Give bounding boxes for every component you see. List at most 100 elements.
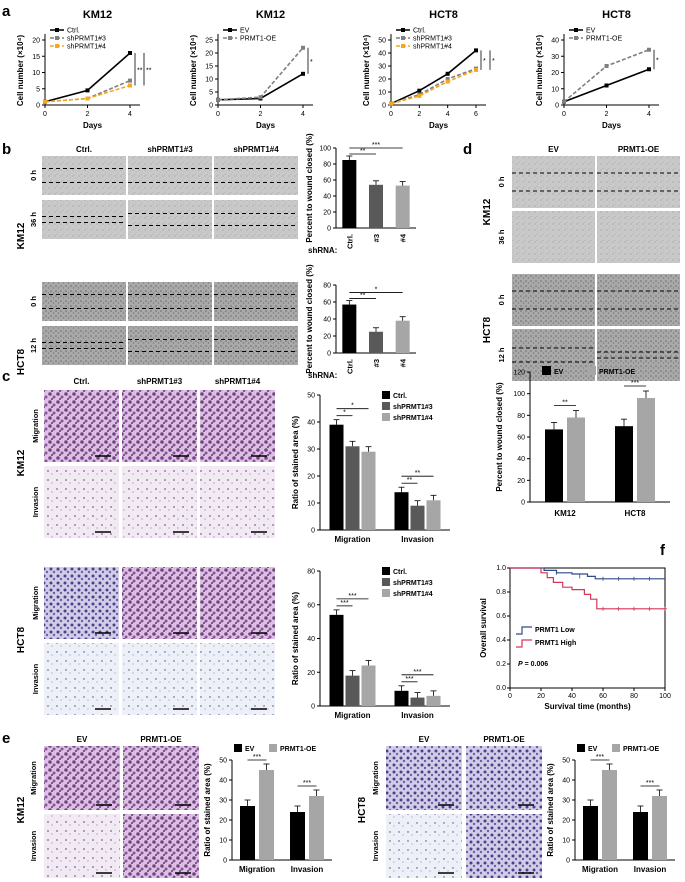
category-label: Ctrl. [345,234,354,249]
legend-marker [401,28,405,32]
y-tick-label: 30 [219,798,227,805]
series-line [217,47,304,101]
transwell-image [200,390,275,462]
category-label: KM12 [554,509,576,518]
transwell-image [386,814,462,878]
x-tick-label: 2 [605,111,609,118]
transwell-image [122,643,197,715]
legend-label: shPRMT1#4 [393,591,433,598]
sig-label: ** [360,293,366,300]
legend-swatch [382,589,390,597]
survival-curve-low [510,567,665,580]
y-tick-label: 40 [517,456,525,463]
y-axis-label: Ratio of stained area (%) [291,591,300,685]
y-tick-label: 80 [517,413,525,420]
category-label: #3 [372,359,381,367]
y-tick-label: 10 [219,838,227,845]
shrna-label: shRNA: [308,371,337,380]
time-label: 0 h [497,176,506,187]
x-axis-label: Days [602,121,622,130]
y-tick-label: 0.8 [496,589,506,596]
x-tick-label: 2 [417,111,421,118]
legend-label: shPRMT1#3 [393,580,433,587]
wound-image [128,156,212,195]
legend-label: PRMT1-OE [623,746,660,753]
bar [329,614,344,706]
y-tick-label: 20 [205,51,213,58]
y-axis-label: Percent to wound closed (%) [305,264,314,374]
legend-label: shPRMT1#3 [393,404,433,411]
y-tick-label: 0 [36,103,40,110]
y-tick-label: 15 [32,54,40,61]
data-point [604,64,609,68]
series-line [390,69,477,105]
wound-image [597,211,680,263]
sig-label: *** [631,380,639,387]
data-point [417,88,422,93]
x-tick-label: 4 [301,111,305,118]
y-tick-label: 20 [517,478,525,485]
transwell-image [44,466,119,538]
legend-label: shPRMT1#4 [67,44,106,51]
y-axis-label: Cell number (×10⁴) [189,35,198,107]
data-point [474,48,478,53]
legend-marker [401,44,405,48]
y-tick-label: 10 [378,90,386,97]
panel-b-letter: b [2,141,11,158]
y-tick-label: 50 [307,393,315,400]
data-point [562,99,566,104]
wound-image [42,156,126,195]
legend-label: Ctrl. [413,28,426,35]
data-point [474,67,478,72]
x-tick-label: 80 [630,693,638,700]
legend-marker [55,28,59,32]
sig-label: *** [646,780,654,787]
transwell-image [44,814,120,878]
panel-d-wound-images: EV PRMT1-OE KM12 0 h 36 h HCT8 0 h 12 h [482,145,680,381]
bar [426,695,441,706]
legend-label: Ctrl. [393,569,407,576]
transwell-image [122,390,197,462]
y-tick-label: 60 [517,435,525,442]
y-axis-label: Cell number (×10⁴) [535,35,544,107]
legend-swatch [382,567,390,575]
wound-image [42,326,126,365]
wound-image [512,329,595,381]
sig-label: ** [562,400,568,407]
y-tick-label: 0.6 [496,613,506,620]
y-tick-label: 50 [219,758,227,765]
data-point [389,101,393,106]
data-point [128,51,132,55]
category-label: Migration [335,535,371,544]
sig-label: *** [253,754,261,761]
wound-image [42,282,126,321]
y-tick-label: 10 [551,86,559,93]
bar [410,697,425,706]
column-label: shPRMT1#3 [137,377,183,386]
legend-label: EV [588,746,598,753]
wound-image [512,211,595,263]
time-label: 36 h [29,212,38,227]
transwell-image [466,746,542,810]
series-line [390,49,477,105]
y-tick-label: 5 [209,90,213,97]
legend-label: PRMT1-OE [599,369,636,376]
legend-swatch [542,366,551,375]
bar [394,492,409,530]
y-tick-label: 25 [205,38,213,45]
sig-label: * [375,287,378,294]
legend-marker [228,36,232,40]
y-tick-label: 0 [311,704,315,711]
column-label: shPRMT1#4 [233,145,279,154]
panel-a-letter: a [2,3,11,20]
sig-label: * [343,410,346,417]
column-label: EV [419,735,430,744]
bar [395,320,410,353]
legend-label: PRMT1-OE [280,746,317,753]
assay-label: Invasion [371,830,380,861]
bar [652,796,667,860]
legend-marker [401,36,405,40]
y-tick-label: 40 [323,194,331,201]
y-tick-label: 50 [562,758,570,765]
